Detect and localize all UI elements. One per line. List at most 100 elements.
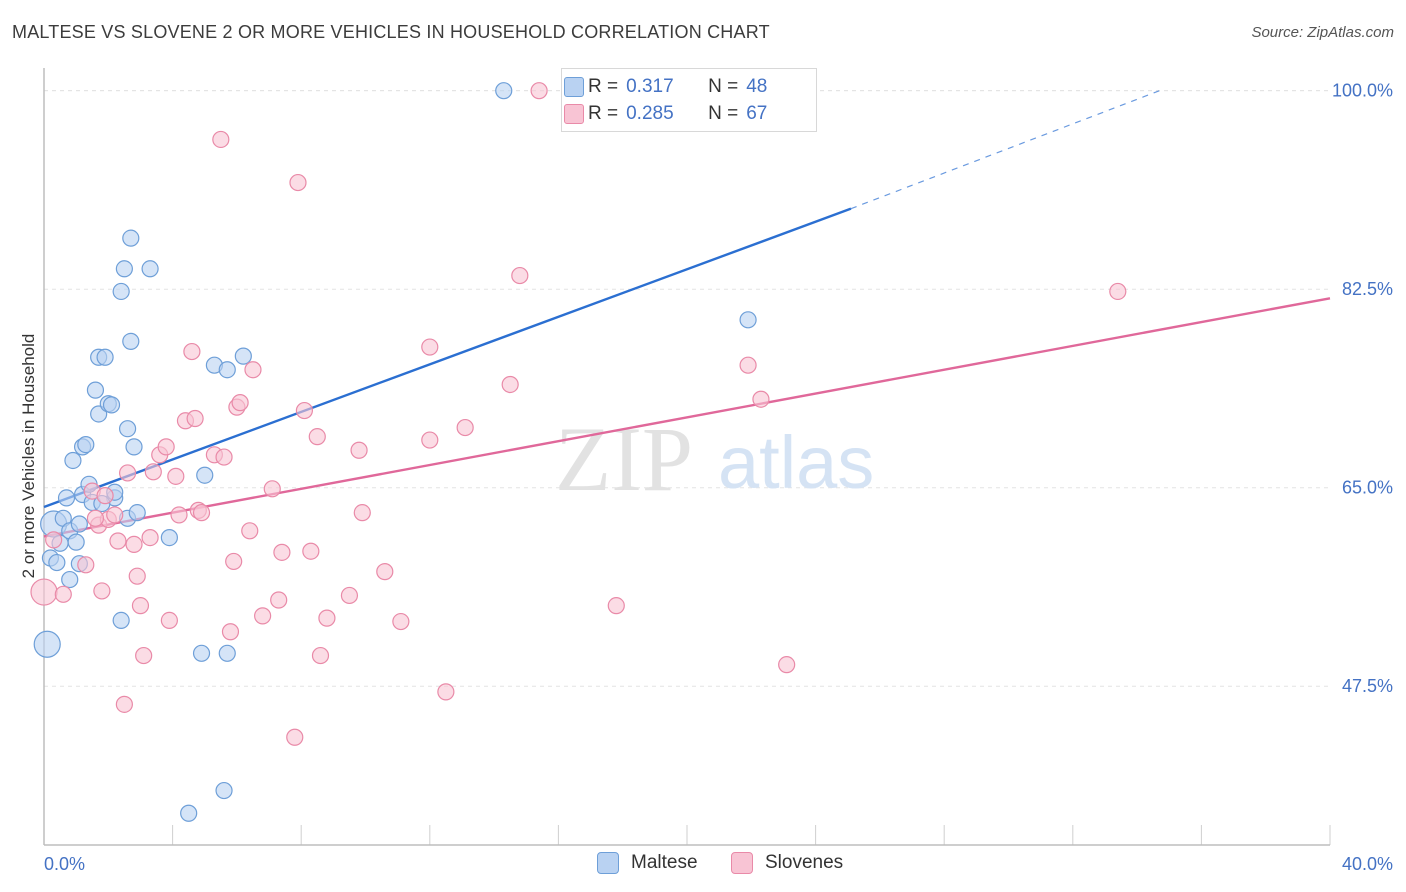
slovene-point: [221, 623, 240, 641]
slovene-trend-line: [43, 297, 1331, 538]
maltese-point: [125, 438, 143, 456]
slovene-point: [295, 401, 314, 420]
slovene-point: [212, 130, 230, 149]
maltese-point: [112, 611, 130, 630]
maltese-point: [739, 311, 757, 329]
slovene-point: [54, 585, 72, 603]
maltese-n-label: N =: [708, 76, 739, 97]
maltese-point: [160, 529, 178, 547]
maltese-point: [77, 435, 95, 454]
slovene-point: [308, 428, 326, 446]
slovene-point: [131, 597, 150, 615]
slovene-point: [340, 586, 359, 605]
slovene-r-value: 0.285: [626, 103, 674, 124]
slovene-r-label: R =: [588, 103, 619, 124]
slovene-swatch: [564, 104, 584, 124]
slovene-n-value: 67: [746, 103, 768, 124]
tick-label-layer: 47.5% 65.0% 82.5% 100.0% 0.0% 40.0%: [44, 81, 1393, 874]
slovene-point: [106, 506, 124, 524]
slovene-point: [263, 480, 281, 498]
slovene-point: [93, 582, 111, 600]
legend-maltese-label: Maltese: [631, 852, 698, 873]
slovene-point: [157, 438, 175, 456]
maltese-point: [218, 644, 236, 662]
maltese-point: [57, 489, 76, 507]
watermark-atlas: atlas: [718, 421, 874, 504]
maltese-point: [122, 332, 140, 350]
slovene-point: [421, 338, 439, 356]
maltese-point: [70, 515, 88, 533]
slovene-point: [739, 356, 757, 374]
maltese-point: [64, 451, 82, 470]
legend-maltese-swatch: [597, 852, 619, 874]
maltese-point: [118, 420, 137, 438]
axis-layer: [43, 68, 1330, 846]
slovene-point: [311, 646, 330, 665]
slovene-point: [302, 542, 320, 560]
legend-row-slovene: R = 0.285 N = 67: [564, 102, 768, 126]
maltese-r-value: 0.317: [626, 76, 674, 97]
maltese-point: [33, 630, 61, 658]
slovene-point: [170, 506, 188, 524]
series-legend: Maltese Slovenes: [0, 852, 1406, 878]
legend-item-maltese: Maltese: [597, 852, 698, 874]
slovene-n-label: N =: [708, 103, 739, 124]
legend-item-slovenes: Slovenes: [731, 852, 843, 874]
slovene-point: [96, 487, 114, 505]
maltese-point: [67, 533, 85, 551]
slovene-point: [30, 578, 58, 606]
x-tick-label-end: 40.0%: [1342, 854, 1393, 874]
y-tick-label: 65.0%: [1342, 478, 1393, 498]
maltese-swatch: [564, 77, 584, 97]
slovene-point: [109, 532, 127, 550]
points-layer: [30, 82, 1127, 822]
slovene-point: [141, 529, 159, 547]
slovene-point: [501, 375, 519, 394]
maltese-point: [61, 570, 79, 589]
maltese-point: [192, 644, 211, 662]
slovene-point: [215, 448, 233, 466]
legend-slovenes-swatch: [731, 852, 753, 874]
maltese-r-label: R =: [588, 76, 619, 97]
slovene-point: [1109, 282, 1127, 301]
slovene-point: [231, 394, 249, 412]
maltese-point: [122, 229, 140, 247]
slovene-point: [530, 82, 548, 100]
slovene-point: [289, 173, 307, 192]
y-tick-label: 82.5%: [1342, 279, 1393, 299]
slovene-point: [270, 591, 288, 609]
slovene-point: [167, 467, 185, 485]
maltese-point: [48, 553, 66, 572]
slovene-point: [353, 504, 371, 522]
maltese-point: [218, 361, 236, 379]
legend-slovenes-label: Slovenes: [765, 852, 844, 873]
slovene-point: [752, 390, 770, 408]
slovene-point: [241, 522, 259, 540]
maltese-point: [112, 282, 130, 301]
maltese-trend-extension: [850, 90, 1160, 210]
slovene-point: [511, 266, 529, 285]
slovene-point: [186, 409, 204, 428]
correlation-legend: R = 0.317 N = 48 R = 0.285 N = 67: [561, 68, 817, 132]
maltese-point: [495, 82, 513, 100]
slovene-point: [437, 683, 455, 701]
slovene-point: [778, 656, 796, 674]
slovene-point: [45, 531, 63, 549]
maltese-point: [86, 381, 105, 399]
slovene-point: [118, 464, 137, 482]
y-tick-label: 47.5%: [1342, 676, 1393, 696]
slovene-point: [86, 509, 105, 527]
slovene-point: [77, 556, 95, 574]
maltese-point: [128, 504, 146, 522]
slovene-point: [144, 463, 162, 481]
maltese-point: [141, 260, 159, 278]
slovene-point: [115, 695, 133, 713]
slovene-point: [135, 646, 153, 665]
maltese-point: [96, 348, 114, 366]
slovene-point: [286, 728, 304, 746]
slovene-point: [125, 535, 143, 554]
x-tick-label-start: 0.0%: [44, 854, 85, 874]
maltese-point: [234, 347, 252, 365]
slovene-point: [225, 552, 243, 571]
maltese-point: [215, 781, 233, 800]
